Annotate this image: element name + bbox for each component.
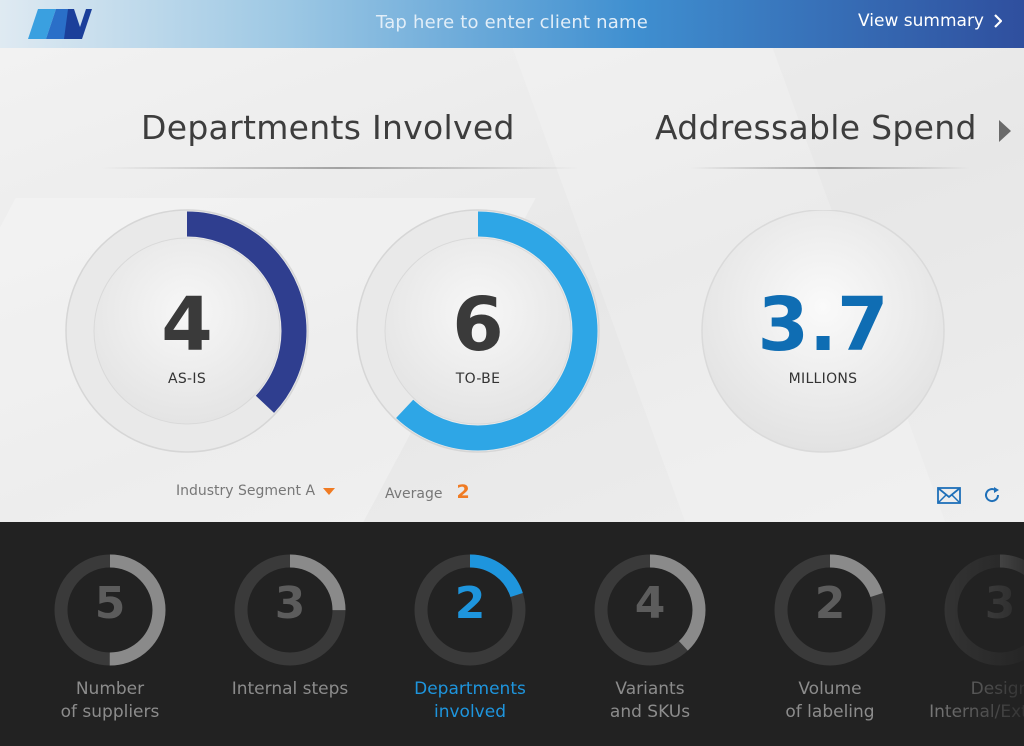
metric-ring-progress: [594, 554, 706, 666]
metric-ring-progress: [54, 554, 166, 666]
metric-ring: [414, 554, 526, 666]
metric-label-line2: involved: [434, 702, 506, 722]
spend-value: 3.7: [757, 282, 889, 368]
metric-item[interactable]: 4 Variants and SKUs: [585, 550, 715, 722]
departments-title-rule: [100, 167, 580, 169]
spend-dial: 3.7 MILLIONS: [700, 209, 946, 456]
spend-unit-label: MILLIONS: [788, 371, 858, 387]
metric-value: 4: [634, 578, 666, 629]
metric-label: Variants and SKUs: [565, 678, 735, 724]
metric-label-line2: Internal/External: [929, 702, 1024, 722]
to-be-value: 6: [452, 282, 504, 368]
metric-ring-progress: [234, 554, 346, 666]
metric-label-line1: Design: [970, 679, 1024, 699]
spend-disc: [701, 209, 945, 453]
as-is-gauge: [65, 209, 309, 453]
metric-label-line1: Internal steps: [231, 679, 349, 699]
metric-label-line2: of labeling: [785, 702, 875, 722]
metric-value: 3: [984, 578, 1016, 629]
metric-label: Departments involved: [385, 678, 555, 724]
metric-item[interactable]: 3 Internal steps: [225, 550, 355, 699]
metric-label: Internal steps: [205, 678, 375, 701]
metric-label-line2: of suppliers: [60, 702, 160, 722]
metric-label-line1: Variants: [615, 679, 685, 699]
mail-icon[interactable]: [937, 487, 961, 504]
to-be-label: TO-BE: [455, 371, 501, 387]
metric-item[interactable]: 3 Design Internal/External: [929, 550, 1024, 722]
average-readout: Average 2: [385, 481, 470, 503]
metric-label: Number of suppliers: [25, 678, 195, 724]
metric-label-line1: Number: [75, 679, 145, 699]
industry-segment-dropdown[interactable]: Industry Segment A: [176, 483, 336, 499]
brand-logo: [28, 9, 92, 39]
metric-ring-progress: [414, 554, 526, 666]
metric-value: 2: [454, 578, 486, 629]
to-be-dial: 6 TO-BE: [355, 208, 601, 454]
metric-value: 3: [274, 578, 306, 629]
metric-ring-progress: [774, 554, 886, 666]
metric-label-line1: Departments: [414, 679, 526, 699]
to-be-progress-arc: [358, 211, 598, 451]
caret-down-icon: [323, 487, 336, 495]
metric-ring: [234, 554, 346, 666]
departments-title: Departments Involved: [141, 108, 515, 147]
metric-label: Volume of labeling: [745, 678, 915, 724]
chevron-right-icon: [994, 14, 1002, 28]
as-is-value: 4: [161, 282, 213, 368]
metric-value: 2: [814, 578, 846, 629]
metric-label-line2: and SKUs: [609, 702, 691, 722]
as-is-label: AS-IS: [167, 371, 207, 387]
spend-title-rule: [690, 167, 970, 169]
metrics-carousel[interactable]: 5 Number of suppliers 3 Internal steps 2 Depar…: [0, 522, 1024, 746]
metric-ring: [54, 554, 166, 666]
metric-ring: [774, 554, 886, 666]
client-name-input[interactable]: Tap here to enter client name: [375, 12, 648, 33]
as-is-dial: 4 AS-IS: [64, 208, 310, 454]
metric-item[interactable]: 5 Number of suppliers: [45, 550, 175, 722]
metric-item[interactable]: 2 Volume of labeling: [765, 550, 895, 722]
app-header: Tap here to enter client name View summa…: [0, 0, 1024, 48]
metric-value: 5: [94, 578, 126, 629]
view-summary-label: View summary: [858, 11, 984, 31]
average-label: Average: [385, 486, 443, 502]
metric-item[interactable]: 2 Departments involved: [405, 550, 535, 722]
average-value: 2: [456, 481, 470, 503]
metric-label: Design Internal/External: [915, 678, 1024, 724]
industry-segment-label: Industry Segment A: [176, 483, 316, 499]
to-be-gauge: [356, 209, 600, 453]
view-summary-link[interactable]: View summary: [858, 11, 1002, 31]
spend-title[interactable]: Addressable Spend: [655, 108, 977, 147]
metric-label-line1: Volume: [798, 679, 862, 699]
as-is-progress-arc: [67, 211, 307, 451]
refresh-icon[interactable]: [983, 486, 1001, 504]
chevron-right-icon[interactable]: [998, 117, 1012, 145]
main-panel: Departments Involved Addressable Spend 4…: [0, 48, 1024, 522]
metric-ring: [594, 554, 706, 666]
